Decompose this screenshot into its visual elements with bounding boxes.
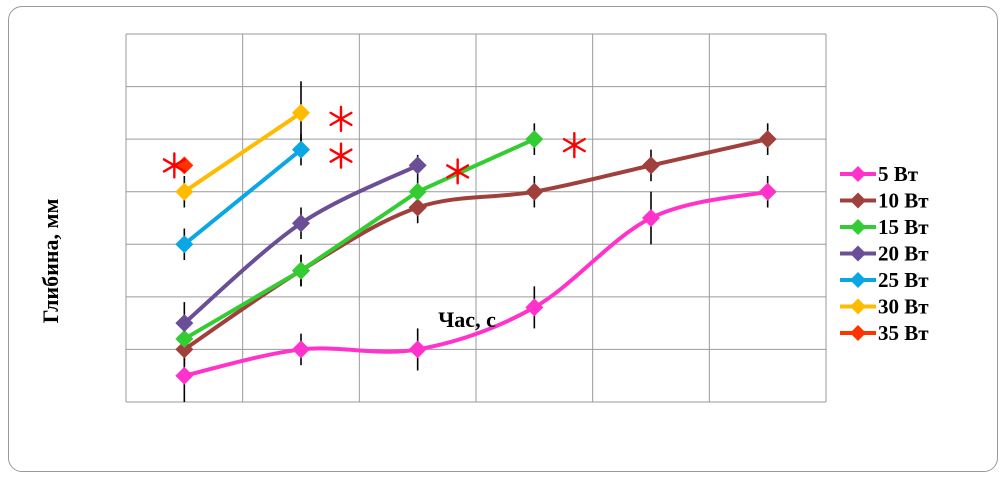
- legend-item: 30 Вт: [840, 295, 929, 319]
- data-point: [758, 182, 777, 201]
- legend-label: 30 Вт: [878, 295, 929, 319]
- legend-label: 20 Вт: [878, 242, 929, 266]
- data-point: [525, 298, 544, 317]
- series-line: [183, 148, 303, 246]
- legend-marker: [850, 166, 866, 182]
- data-point: [758, 130, 777, 149]
- data-point: [175, 314, 194, 333]
- series-line: [183, 111, 303, 194]
- legend-item: 25 Вт: [840, 268, 929, 292]
- legend-item: 10 Вт: [840, 189, 929, 213]
- legend-label: 15 Вт: [878, 215, 929, 239]
- star-stroke: [562, 137, 586, 153]
- data-point: [175, 182, 194, 201]
- y-axis-title: Глибина, мм: [38, 199, 63, 324]
- data-point: [642, 156, 660, 175]
- series-line: [183, 137, 536, 341]
- data-point: [408, 182, 427, 201]
- data-point: [408, 198, 427, 217]
- significance-star: [446, 158, 470, 185]
- legend-marker: [850, 298, 866, 315]
- data-point: [292, 103, 310, 122]
- data-point: [175, 340, 194, 359]
- chart-frame: [8, 6, 998, 472]
- x-axis-title: Час, с: [438, 307, 496, 332]
- star-stroke: [329, 111, 353, 127]
- star-stroke: [446, 164, 470, 179]
- legend-label: 10 Вт: [878, 189, 929, 213]
- legend-item: 35 Вт: [840, 321, 929, 345]
- legend-marker: [850, 192, 866, 209]
- data-point: [292, 140, 310, 159]
- data-point: [408, 156, 427, 175]
- significance-star: [562, 131, 586, 159]
- legend-marker: [850, 245, 866, 262]
- data-point: [292, 340, 310, 359]
- legend-marker: [850, 219, 866, 235]
- star-stroke: [162, 158, 186, 173]
- series-marks: [162, 103, 777, 385]
- legend-label: 5 Вт: [878, 162, 919, 186]
- legend-marker: [850, 272, 866, 288]
- data-point: [292, 214, 310, 233]
- data-point: [525, 130, 544, 149]
- data-point: [292, 261, 310, 280]
- grid: [125, 33, 827, 403]
- data-point: [408, 340, 427, 359]
- legend-marker: [850, 325, 866, 341]
- data-point: [175, 329, 194, 348]
- significance-star: [162, 152, 186, 179]
- data-point: [525, 182, 544, 201]
- data-point: [175, 235, 194, 254]
- legend-label: 25 Вт: [878, 268, 929, 292]
- legend-item: 15 Вт: [840, 215, 929, 239]
- data-point: [642, 209, 660, 227]
- data-point: [175, 366, 194, 385]
- significance-star: [329, 142, 353, 169]
- legend-item: 20 Вт: [840, 242, 929, 266]
- legend-item: 5 Вт: [840, 162, 919, 186]
- star-stroke: [329, 148, 353, 163]
- legend-label: 35 Вт: [878, 321, 929, 345]
- significance-star: [329, 105, 353, 133]
